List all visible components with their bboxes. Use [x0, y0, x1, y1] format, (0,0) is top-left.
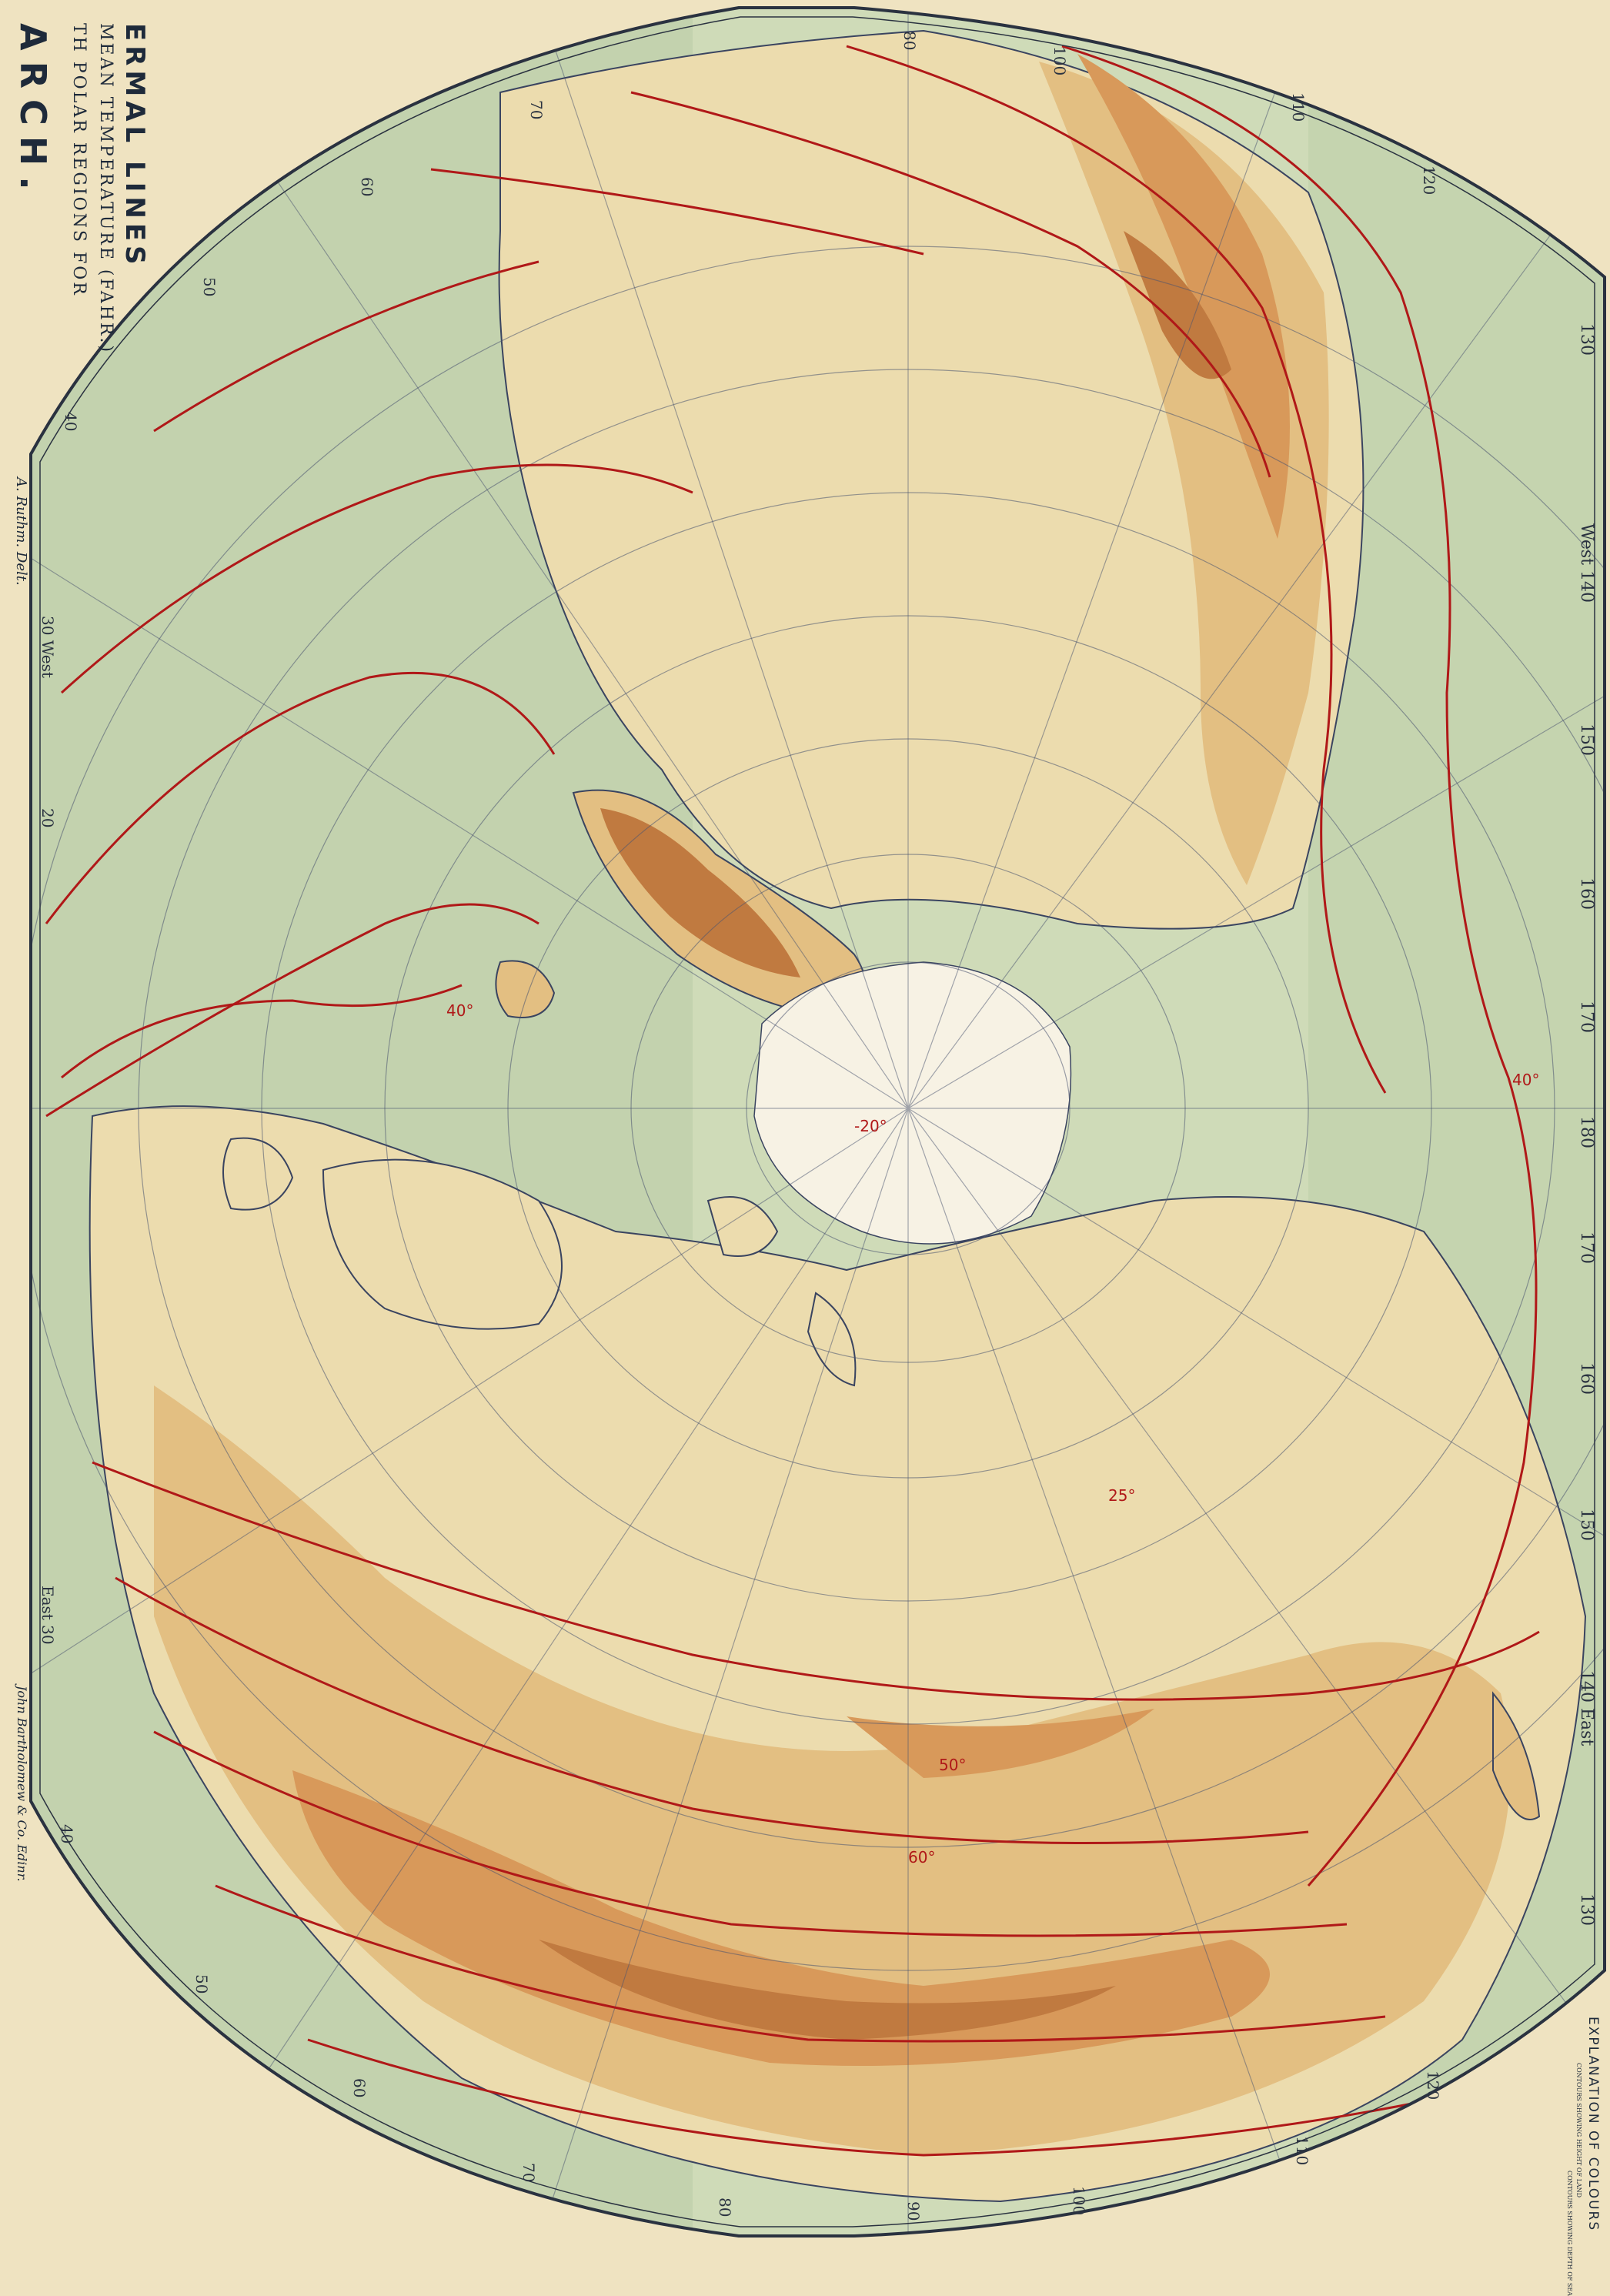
iceland-landmass — [495, 960, 556, 1018]
british-isles-landmass — [222, 1137, 294, 1211]
svg-text:80: 80 — [900, 31, 919, 50]
legend-height-label: CONTOURS SHOWING HEIGHT OF LAND — [1575, 2063, 1582, 2198]
map-border — [29, 6, 1606, 2238]
lon-label: 130 — [1577, 1893, 1596, 1926]
scandinavia-landmass — [322, 1158, 563, 1330]
svg-text:70: 70 — [527, 100, 546, 119]
svg-text:60: 60 — [358, 177, 376, 196]
isotherm-value-labels: 40° 25° -20° 40° 50° 60° — [446, 1001, 1539, 1867]
svg-text:60°: 60° — [908, 1848, 935, 1867]
map-month: ARCH. — [12, 23, 54, 201]
lon-label: 150 — [1577, 724, 1596, 756]
sea-area — [31, 8, 1605, 2236]
japan-landmass — [1492, 1691, 1541, 1820]
lon-label: 140 East — [1577, 1670, 1596, 1746]
map-title: ERMAL LINES — [119, 23, 150, 269]
engraver-credit: A. Ruthm. Delt. — [13, 477, 29, 586]
left-longitude-labels: 60 50 40 30 West 20 — [38, 177, 376, 827]
lon-label: 130 — [1577, 323, 1596, 356]
svg-text:40°: 40° — [446, 1001, 473, 1020]
polar-map: 130 West 140 150 160 170 180 170 160 150… — [29, 6, 1606, 2238]
meridians — [31, 8, 1605, 2236]
svg-text:100: 100 — [1051, 46, 1069, 75]
svg-text:90: 90 — [904, 2201, 923, 2221]
svg-text:40: 40 — [62, 412, 80, 431]
lon-label: 170 — [1577, 1001, 1596, 1033]
svg-text:50°: 50° — [939, 1756, 966, 1774]
svg-text:40: 40 — [58, 1824, 76, 1843]
svg-text:25°: 25° — [1108, 1486, 1135, 1505]
lon-label: 160 — [1577, 877, 1596, 910]
lon-label: West 140 — [1577, 523, 1596, 603]
lon-label: 170 — [1577, 1232, 1596, 1264]
lon-label: 160 — [1577, 1362, 1596, 1395]
svg-text:110: 110 — [1293, 2136, 1311, 2165]
legend-depth-label: CONTOURS SHOWING DEPTH OF SEA — [1566, 2171, 1573, 2296]
svg-text:70: 70 — [519, 2163, 538, 2182]
svg-text:40°: 40° — [1512, 1071, 1539, 1089]
svg-text:100: 100 — [1070, 2186, 1088, 2215]
svg-text:50: 50 — [200, 277, 219, 296]
svg-text:120: 120 — [1424, 2070, 1442, 2100]
publisher-credit: John Bartholomew & Co. Edinr. — [15, 1686, 29, 1882]
svg-text:60: 60 — [350, 2078, 369, 2097]
novaya-zemlya-landmass — [807, 1292, 857, 1387]
svg-text:-20°: -20° — [854, 1117, 887, 1135]
map-subtitle: MEAN TEMPERATURE (FAHR.) — [96, 23, 115, 355]
svg-text:80: 80 — [716, 2197, 734, 2217]
top-longitude-labels: 70 80 100 110 120 — [527, 31, 1438, 195]
right-longitude-labels: 130 West 140 150 160 170 180 170 160 150… — [1577, 323, 1596, 1926]
svg-text:East 30: East 30 — [38, 1586, 57, 1645]
legend-title: EXPLANATION OF COLOURS — [1585, 2017, 1601, 2232]
lon-label: 180 — [1577, 1116, 1596, 1148]
bottom-longitude-labels: East 30 40 50 60 70 80 90 100 110 120 — [38, 1586, 1442, 2221]
colour-legend: EXPLANATION OF COLOURS CONTOURS SHOWING … — [1566, 2017, 1607, 2296]
svg-text:30 West: 30 West — [38, 616, 57, 678]
svg-text:110: 110 — [1289, 92, 1308, 122]
land-masses — [89, 29, 1587, 2203]
svg-text:20: 20 — [38, 808, 57, 827]
lon-label: 150 — [1577, 1509, 1596, 1541]
isotherm-lines — [45, 45, 1540, 2157]
svg-text:50: 50 — [192, 1974, 211, 1994]
svg-text:120: 120 — [1420, 165, 1438, 195]
map-subtitle-regions: TH POLAR REGIONS FOR — [69, 23, 89, 297]
svalbard-landmass — [706, 1196, 779, 1257]
